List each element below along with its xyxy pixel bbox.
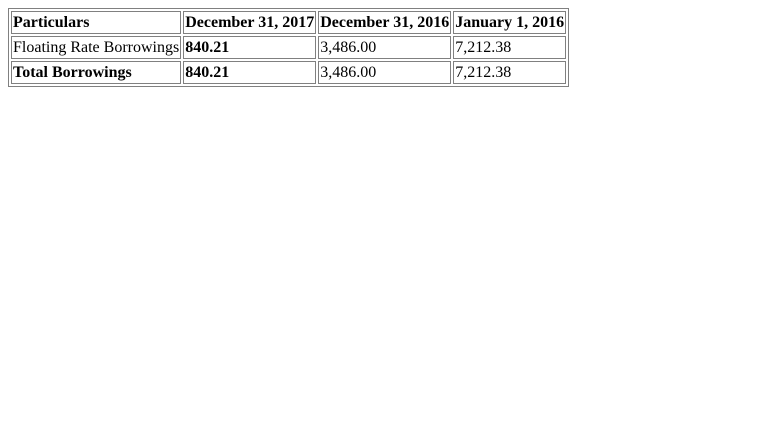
cell-dec-31-2017: 840.21 [183, 36, 317, 59]
header-dec-31-2016: December 31, 2016 [318, 11, 452, 34]
cell-total-jan-1-2016: 7,212.38 [453, 61, 567, 84]
table-row-total: Total Borrowings 840.21 3,486.00 7,212.3… [11, 61, 567, 84]
row-label-floating-rate-borrowings: Floating Rate Borrowings [11, 36, 182, 59]
cell-dec-31-2016: 3,486.00 [318, 36, 452, 59]
borrowings-table: Particulars December 31, 2017 December 3… [8, 8, 570, 87]
table-header-row: Particulars December 31, 2017 December 3… [11, 11, 567, 34]
row-label-total-borrowings: Total Borrowings [11, 61, 182, 84]
header-particulars: Particulars [11, 11, 182, 34]
cell-total-dec-31-2017: 840.21 [183, 61, 317, 84]
table-row: Floating Rate Borrowings 840.21 3,486.00… [11, 36, 567, 59]
header-dec-31-2017: December 31, 2017 [183, 11, 317, 34]
cell-total-dec-31-2016: 3,486.00 [318, 61, 452, 84]
header-jan-1-2016: January 1, 2016 [453, 11, 567, 34]
cell-jan-1-2016: 7,212.38 [453, 36, 567, 59]
